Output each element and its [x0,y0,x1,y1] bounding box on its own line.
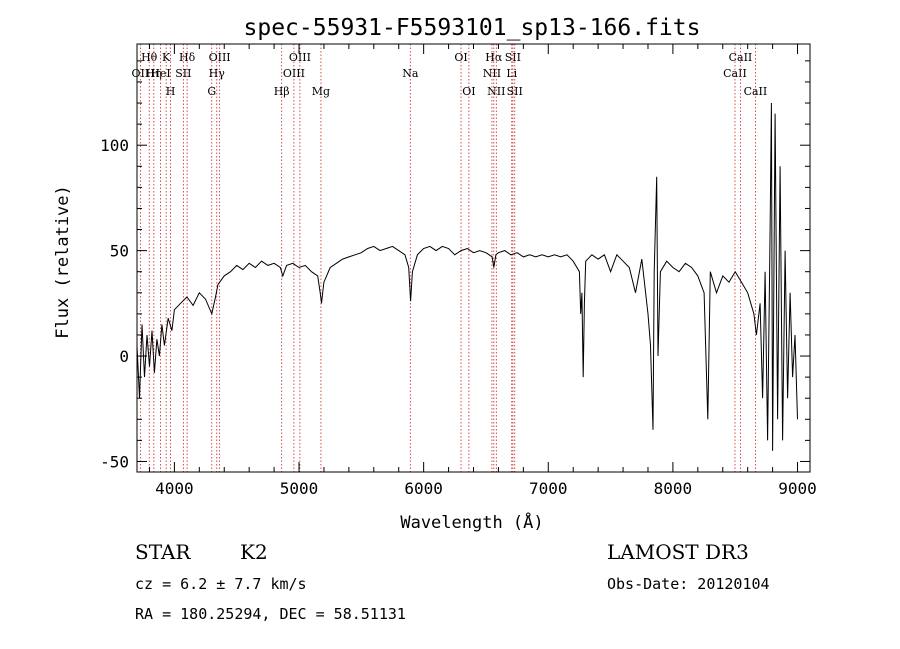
spectral-line-label: Na [402,67,419,80]
spectrum-line [136,102,798,451]
y-axis-label: Flux (relative) [53,185,73,339]
spectral-line-label: SII [507,85,523,98]
plot-frame [136,43,811,473]
chart-title: spec-55931-F5593101_sp13-166.fits [244,15,701,41]
spectral-line-label: CaII [744,85,768,98]
spectral-line-label: OIII [289,51,311,64]
y-tick-label: 100 [100,136,129,155]
y-tick-label: 50 [110,242,129,261]
x-tick-label: 6000 [404,479,443,498]
object-type: STAR [135,540,191,564]
plot-border [136,43,811,473]
spectral-line-label: OI [462,85,475,98]
spectral-line-label: Hη [146,67,162,80]
x-tick-label: 7000 [529,479,568,498]
spectral-line-label: OII [132,67,150,80]
axis-ticks: 4000 5000 6000 7000 8000 9000 -50 0 50 100 [100,44,817,498]
spectral-line-label: Hβ [274,85,290,98]
spectral-line-label: H [166,85,176,98]
x-tick-label: 9000 [778,479,817,498]
y-tick-label: -50 [100,452,129,471]
x-tick-label: 4000 [155,479,194,498]
spectral-line-label: K [162,51,171,64]
spectral-line-label: HeI [150,67,170,80]
coordinates-text: RA = 180.25294, DEC = 58.51131 [135,605,406,623]
x-tick-label: 5000 [280,479,319,498]
spectral-line-label: Hθ [141,51,158,64]
spectral-line-label: G [207,85,216,98]
spectral-line-label: Hγ [209,67,226,80]
spectral-line-label: Hδ [179,51,196,64]
survey-name: LAMOST DR3 [607,540,749,564]
spectral-line-label: SII [175,67,191,80]
y-tick-label: 0 [119,347,129,366]
spectral-line-label: NII [483,67,501,80]
spectral-line-label: CaII [723,67,747,80]
x-tick-label: 8000 [654,479,693,498]
spectral-line-label: Li [506,67,517,80]
spectral-line-label: CaII [729,51,753,64]
spectral-line-label: Hα [485,51,503,64]
spectral-line-label: SII [505,51,521,64]
spectral-line-label: OIII [209,51,231,64]
object-subclass: K2 [240,540,268,564]
spectral-line-label: OI [454,51,467,64]
spectral-line-label: OIII [283,67,305,80]
redshift-text: cz = 6.2 ± 7.7 km/s [135,575,307,593]
obs-date: Obs-Date: 20120104 [607,575,770,593]
spectral-line-label: Mg [312,85,330,98]
x-axis-label: Wavelength (Å) [400,511,543,533]
spectral-line-label: NII [487,85,505,98]
